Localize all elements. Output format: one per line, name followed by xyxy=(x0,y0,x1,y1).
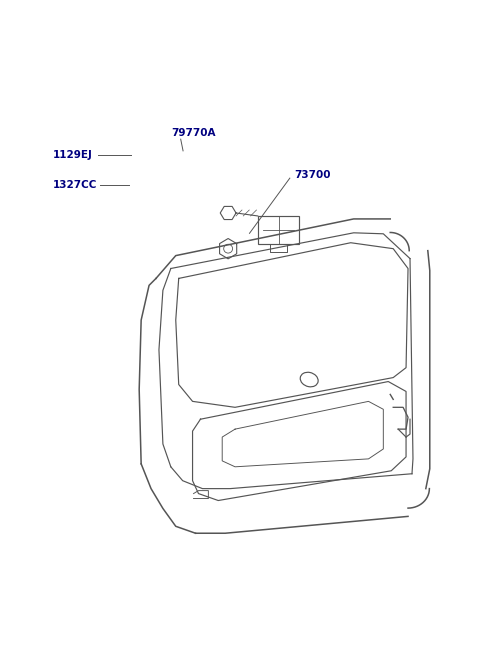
Text: 1129EJ: 1129EJ xyxy=(53,151,93,160)
Text: 1327CC: 1327CC xyxy=(53,179,97,189)
Text: 79770A: 79770A xyxy=(171,128,216,138)
Text: 73700: 73700 xyxy=(295,170,331,180)
